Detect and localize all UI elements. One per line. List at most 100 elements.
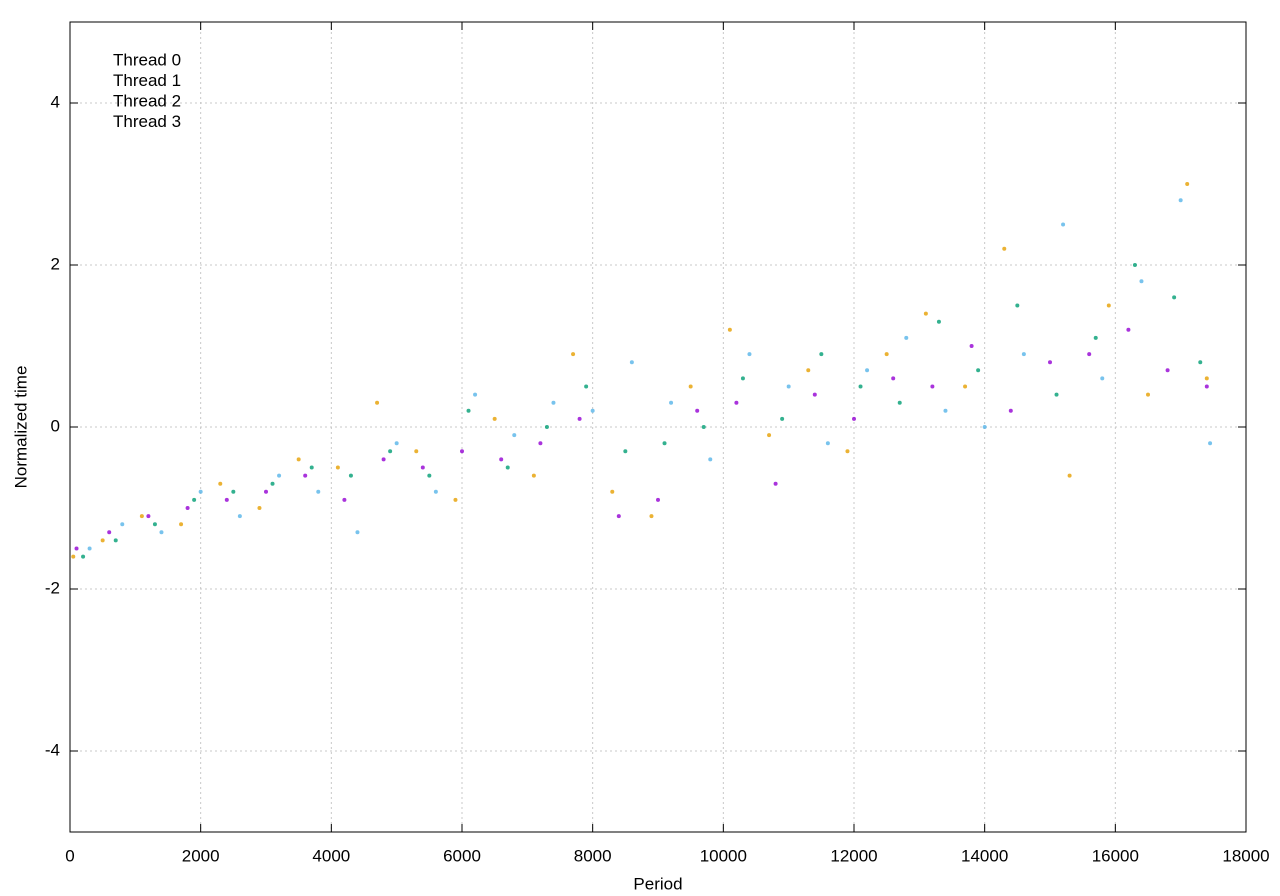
point: [963, 384, 968, 389]
point: [237, 514, 242, 519]
point: [394, 441, 399, 446]
point: [773, 481, 778, 486]
point: [473, 392, 478, 397]
point: [649, 514, 654, 519]
point: [891, 376, 896, 381]
x-tick-label: 16000: [1092, 846, 1139, 865]
point: [825, 441, 830, 446]
point: [146, 514, 151, 519]
point: [381, 457, 386, 462]
point: [335, 465, 340, 470]
point: [747, 352, 752, 357]
point: [453, 497, 458, 502]
point: [1021, 352, 1026, 357]
point: [309, 465, 314, 470]
point: [1008, 408, 1013, 413]
point: [460, 449, 464, 454]
x-tick-label: 8000: [574, 846, 612, 865]
point: [316, 489, 321, 494]
y-axis-label: Normalized time: [11, 366, 30, 489]
point: [179, 522, 184, 527]
x-tick-label: 0: [65, 846, 74, 865]
point: [1002, 246, 1007, 251]
point: [610, 489, 615, 494]
plot-frame: [69, 21, 1247, 833]
point: [139, 514, 144, 519]
x-axis-label: Period: [633, 874, 682, 893]
point: [355, 530, 360, 535]
point: [982, 425, 987, 429]
legend-label: Thread 3: [113, 112, 181, 131]
point: [623, 449, 628, 454]
point: [1087, 352, 1092, 357]
point: [277, 473, 282, 478]
x-tick-label: 18000: [1222, 846, 1269, 865]
point: [185, 506, 190, 510]
y-tick-label: 0: [51, 416, 60, 435]
point: [1208, 441, 1213, 446]
point: [701, 425, 706, 429]
x-tick-label: 12000: [830, 846, 877, 865]
point: [1048, 360, 1052, 365]
point: [969, 344, 974, 348]
point: [1126, 327, 1131, 332]
point: [845, 449, 850, 454]
point: [858, 384, 863, 389]
point: [159, 530, 164, 535]
point: [466, 408, 471, 413]
point: [669, 400, 674, 405]
point: [198, 489, 203, 494]
point: [492, 416, 497, 421]
point: [414, 449, 419, 454]
point: [662, 441, 667, 446]
point: [727, 327, 732, 332]
point: [87, 546, 92, 551]
point: [708, 457, 713, 462]
point: [388, 449, 393, 454]
point: [544, 425, 549, 429]
point: [342, 497, 347, 502]
point: [113, 538, 118, 543]
point: [930, 384, 935, 389]
point: [584, 384, 589, 389]
point: [1132, 263, 1137, 267]
point: [943, 408, 948, 413]
point: [1165, 368, 1170, 373]
point: [192, 497, 197, 502]
point: [224, 497, 229, 502]
point: [806, 368, 811, 373]
x-tick-label: 14000: [961, 846, 1008, 865]
x-tick-label: 6000: [443, 846, 481, 865]
point: [1178, 198, 1183, 203]
point: [303, 473, 308, 478]
point: [296, 457, 301, 462]
point: [1093, 335, 1098, 340]
point: [107, 530, 112, 535]
point: [812, 392, 817, 397]
point: [780, 416, 785, 421]
point: [616, 514, 621, 519]
point: [1067, 473, 1072, 478]
point: [512, 433, 517, 438]
point: [884, 352, 889, 357]
point: [375, 400, 380, 405]
point: [904, 335, 909, 340]
point: [629, 360, 634, 365]
point: [819, 352, 824, 357]
legend-label: Thread 2: [113, 91, 181, 110]
point: [590, 408, 595, 413]
point: [270, 481, 275, 486]
x-tick-label: 10000: [700, 846, 747, 865]
point: [571, 352, 576, 357]
legend-label: Thread 0: [113, 50, 181, 69]
point: [1204, 384, 1209, 389]
y-tick-label: 4: [51, 92, 60, 111]
point: [71, 554, 76, 559]
x-tick-label: 2000: [182, 846, 220, 865]
point: [1204, 376, 1209, 381]
point: [433, 489, 438, 494]
y-tick-label: -2: [45, 578, 60, 597]
point: [688, 384, 693, 389]
point: [420, 465, 425, 470]
